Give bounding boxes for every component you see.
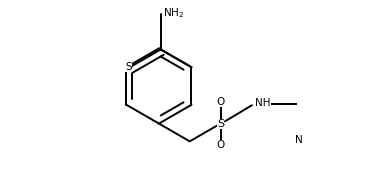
Text: O: O	[216, 140, 224, 150]
Text: NH: NH	[255, 98, 271, 108]
Text: S: S	[217, 119, 224, 129]
Text: NH$_2$: NH$_2$	[163, 6, 184, 20]
Text: O: O	[216, 97, 224, 107]
Text: N: N	[295, 135, 303, 145]
Text: S: S	[125, 62, 132, 72]
